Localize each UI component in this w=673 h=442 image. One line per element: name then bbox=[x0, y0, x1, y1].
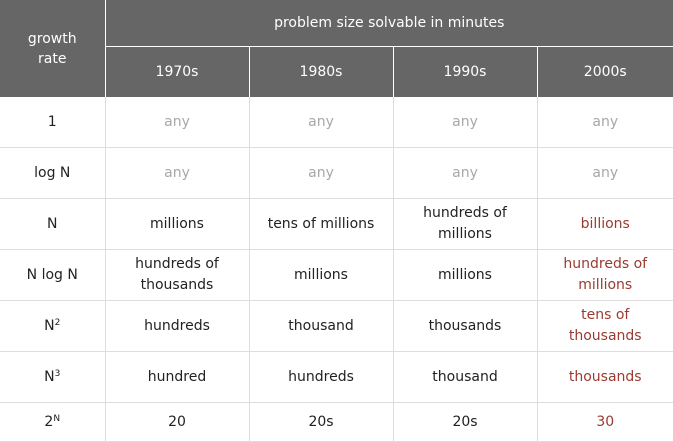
table-row: N3 hundred hundreds thousand thousands bbox=[0, 351, 673, 403]
problem-size-cell: any bbox=[537, 97, 673, 148]
problem-size-value: hundreds bbox=[288, 368, 354, 385]
problem-size-cell: hundreds of millions bbox=[393, 198, 538, 250]
growth-rate-cell: log N bbox=[0, 147, 106, 199]
problem-size-header: problem size solvable in minutes bbox=[105, 0, 673, 47]
growth-rate-base: N bbox=[44, 317, 55, 334]
decade-header-1970s: 1970s bbox=[105, 46, 250, 97]
problem-size-value: thousand bbox=[432, 368, 498, 385]
problem-size-value: 20 bbox=[168, 413, 186, 430]
problem-size-cell: millions bbox=[393, 249, 538, 301]
problem-size-value: hundred bbox=[147, 368, 207, 385]
problem-size-value: millions bbox=[150, 215, 204, 232]
problem-size-value: tens of thousands bbox=[568, 307, 642, 344]
decade-header-2000s: 2000s bbox=[537, 46, 673, 97]
growth-rate-base: N log N bbox=[26, 266, 78, 283]
problem-size-cell: any bbox=[249, 97, 394, 148]
decade-header-1980s: 1980s bbox=[249, 46, 394, 97]
problem-size-cell: any bbox=[249, 147, 394, 199]
growth-rate-base: log N bbox=[34, 164, 71, 181]
problem-size-cell: hundreds of millions bbox=[537, 249, 673, 301]
table-header: growth rate problem size solvable in min… bbox=[0, 0, 673, 97]
problem-size-value: hundreds of millions bbox=[423, 205, 507, 242]
growth-rate-exponent: 3 bbox=[54, 368, 61, 379]
growth-rate-cell: N log N bbox=[0, 249, 106, 301]
problem-size-cell: thousand bbox=[393, 351, 538, 403]
table-row: log N any any any any bbox=[0, 147, 673, 199]
problem-size-value: thousands bbox=[568, 368, 642, 385]
problem-size-cell: any bbox=[105, 147, 250, 199]
growth-rate-base: N bbox=[47, 215, 58, 232]
growth-rate-cell: N bbox=[0, 198, 106, 250]
problem-size-cell: any bbox=[393, 97, 538, 148]
problem-size-value: any bbox=[592, 113, 619, 130]
problem-size-cell: any bbox=[537, 147, 673, 199]
problem-size-value: any bbox=[452, 113, 478, 130]
problem-size-value: billions bbox=[580, 215, 630, 232]
problem-size-cell: millions bbox=[249, 249, 394, 301]
problem-size-cell: any bbox=[393, 147, 538, 199]
decade-header-1990s: 1990s bbox=[393, 46, 538, 97]
table-row: N2 hundreds thousand thousands tens of thous… bbox=[0, 300, 673, 352]
problem-size-cell: tens of millions bbox=[249, 198, 394, 250]
problem-size-cell: 20 bbox=[105, 402, 250, 442]
problem-size-value: 30 bbox=[596, 413, 615, 430]
problem-size-value: any bbox=[592, 164, 619, 181]
problem-size-cell: tens of thousands bbox=[537, 300, 673, 352]
problem-size-value: hundreds of thousands bbox=[135, 256, 219, 293]
problem-size-value: any bbox=[164, 164, 190, 181]
problem-size-cell: millions bbox=[105, 198, 250, 250]
problem-size-value: any bbox=[308, 113, 334, 130]
problem-size-value: 20s bbox=[452, 413, 478, 430]
growth-rate-exponent: 2 bbox=[54, 317, 61, 328]
problem-size-cell: 20s bbox=[249, 402, 394, 442]
problem-size-value: any bbox=[452, 164, 478, 181]
growth-rate-cell: 2N bbox=[0, 402, 106, 442]
problem-size-value: hundreds bbox=[144, 317, 210, 334]
problem-size-value: any bbox=[164, 113, 190, 130]
growth-rate-cell: N3 bbox=[0, 351, 106, 403]
problem-size-value: millions bbox=[438, 266, 492, 283]
growth-rate-base: N bbox=[44, 368, 55, 385]
table-row: 2N 20 20s 20s 30 bbox=[0, 402, 673, 442]
problem-size-cell: thousand bbox=[249, 300, 394, 352]
problem-size-value: tens of millions bbox=[267, 215, 375, 232]
problem-size-cell: hundreds of thousands bbox=[105, 249, 250, 301]
growth-rate-base: 1 bbox=[47, 113, 57, 130]
problem-size-cell: billions bbox=[537, 198, 673, 250]
problem-size-cell: thousands bbox=[537, 351, 673, 403]
problem-size-cell: 20s bbox=[393, 402, 538, 442]
problem-size-value: hundreds of millions bbox=[563, 256, 648, 293]
growth-rate-base: 2 bbox=[44, 413, 54, 430]
problem-size-cell: thousands bbox=[393, 300, 538, 352]
problem-size-cell: hundreds bbox=[105, 300, 250, 352]
problem-size-value: any bbox=[308, 164, 334, 181]
growth-rate-exponent: N bbox=[53, 413, 61, 424]
problem-size-value: thousands bbox=[428, 317, 502, 334]
problem-size-value: 20s bbox=[308, 413, 334, 430]
problem-size-cell: 30 bbox=[537, 402, 673, 442]
problem-size-cell: any bbox=[105, 97, 250, 148]
growth-rate-header-label: growth rate bbox=[27, 30, 77, 67]
table-row: 1 any any any any bbox=[0, 97, 673, 148]
growth-rate-cell: N2 bbox=[0, 300, 106, 352]
problem-size-value: millions bbox=[294, 266, 348, 283]
growth-rate-cell: 1 bbox=[0, 97, 106, 148]
table-row: N log N hundreds of thousands millions mill… bbox=[0, 249, 673, 301]
problem-size-value: thousand bbox=[288, 317, 354, 334]
problem-size-cell: hundred bbox=[105, 351, 250, 403]
problem-size-cell: hundreds bbox=[249, 351, 394, 403]
growth-rate-header: growth rate bbox=[0, 0, 106, 97]
